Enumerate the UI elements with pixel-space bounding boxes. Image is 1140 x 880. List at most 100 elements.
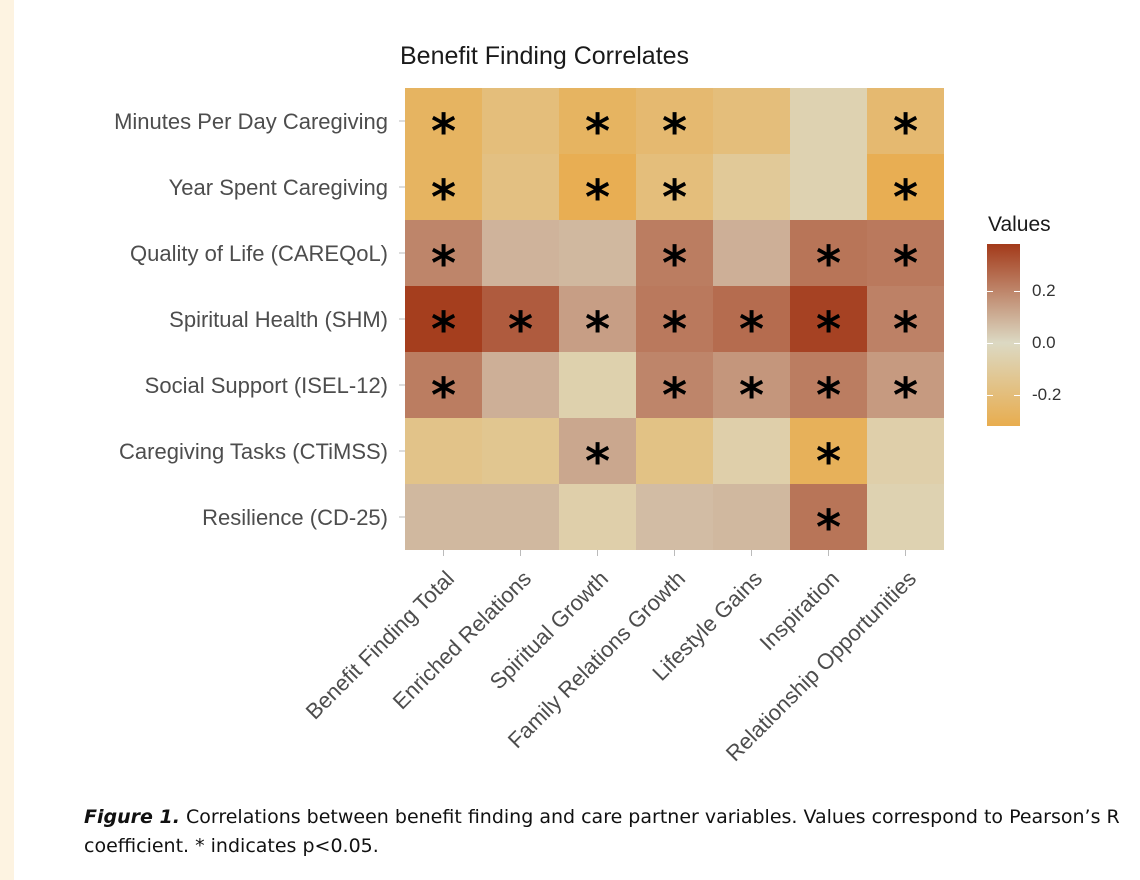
significance-star: * — [893, 104, 918, 160]
heatmap-cell — [790, 154, 867, 220]
significance-star: * — [585, 170, 610, 226]
heatmap-cell — [559, 154, 636, 220]
heatmap-cell — [713, 286, 790, 352]
row-label: Resilience (CD-25) — [202, 505, 388, 530]
heatmap-cell — [636, 286, 713, 352]
significance-star: * — [893, 236, 918, 292]
legend-tick-mark — [1014, 394, 1020, 396]
heatmap-cell — [559, 220, 636, 286]
significance-star: * — [662, 170, 687, 226]
legend-tick-label: 0.0 — [1032, 332, 1056, 352]
legend-tick-mark — [987, 290, 993, 292]
significance-star: * — [816, 500, 841, 556]
significance-star: * — [816, 434, 841, 490]
heatmap-cell — [636, 88, 713, 154]
row-label: Year Spent Caregiving — [169, 175, 388, 200]
heatmap-cell — [405, 88, 482, 154]
heatmap-cell — [482, 286, 559, 352]
heatmap-cell — [867, 88, 944, 154]
heatmap-cell — [867, 220, 944, 286]
significance-star: * — [585, 104, 610, 160]
significance-star: * — [662, 368, 687, 424]
heatmap-cell — [559, 484, 636, 550]
heatmap-cell — [713, 484, 790, 550]
heatmap-cell — [713, 220, 790, 286]
legend-tick-mark — [987, 394, 993, 396]
legend-tick-label: -0.2 — [1032, 384, 1062, 404]
heatmap-cell — [867, 484, 944, 550]
significance-star: * — [431, 170, 456, 226]
heatmap-cell — [559, 88, 636, 154]
heatmap-cell — [713, 88, 790, 154]
heatmap-cell — [713, 352, 790, 418]
heatmap-cell — [636, 484, 713, 550]
heatmap-cell — [405, 484, 482, 550]
significance-star: * — [508, 302, 533, 358]
legend-tick-mark — [1014, 342, 1020, 344]
heatmap-cell — [636, 220, 713, 286]
row-label: Quality of Life (CAREQoL) — [130, 241, 388, 266]
legend-tick-mark — [1014, 290, 1020, 292]
significance-star: * — [893, 368, 918, 424]
significance-star: * — [816, 236, 841, 292]
heatmap-cell — [790, 484, 867, 550]
left-margin-strip — [0, 0, 14, 880]
heatmap-cell — [482, 484, 559, 550]
heatmap-cell — [713, 154, 790, 220]
figure-caption: Figure 1. Correlations between benefit f… — [84, 803, 1124, 861]
row-label: Minutes Per Day Caregiving — [114, 109, 388, 134]
significance-star: * — [431, 104, 456, 160]
significance-markers: * * * * * * * * * * * * * * * * * * * * * * * * * * * — [431, 104, 918, 556]
significance-star: * — [739, 302, 764, 358]
heatmap-cell — [482, 352, 559, 418]
chart-title: Benefit Finding Correlates — [400, 42, 690, 70]
heatmap-cell — [559, 352, 636, 418]
legend-title: Values — [988, 213, 1051, 236]
heatmap-cell — [867, 352, 944, 418]
significance-star: * — [816, 302, 841, 358]
heatmap-cell — [636, 418, 713, 484]
heatmap-cell — [405, 154, 482, 220]
heatmap-cell — [867, 286, 944, 352]
heatmap-cell — [405, 286, 482, 352]
significance-star: * — [739, 368, 764, 424]
row-label: Caregiving Tasks (CTiMSS) — [119, 439, 388, 464]
heatmap-cell — [867, 154, 944, 220]
heatmap-cell — [405, 418, 482, 484]
heatmap-cell — [636, 154, 713, 220]
significance-star: * — [893, 302, 918, 358]
column-label: Enriched Relations — [388, 566, 536, 714]
significance-star: * — [431, 302, 456, 358]
heatmap-cell — [559, 286, 636, 352]
heatmap-cell — [405, 352, 482, 418]
heatmap-chart: * * * * * * * * * * * * * * * * * * * * * * * * * * * Minutes Per … — [114, 88, 944, 766]
heatmap-cell — [482, 418, 559, 484]
legend-color-bar — [987, 244, 1020, 426]
row-labels: Minutes Per Day Caregiving Year Spent Car… — [114, 109, 405, 530]
significance-star: * — [662, 104, 687, 160]
significance-star: * — [893, 170, 918, 226]
heatmap-cell — [867, 418, 944, 484]
heatmap-cell — [790, 286, 867, 352]
significance-star: * — [662, 236, 687, 292]
row-label: Social Support (ISEL-12) — [145, 373, 388, 398]
column-label: Benefit Finding Total — [301, 566, 459, 724]
heatmap-cell — [559, 418, 636, 484]
significance-star: * — [816, 368, 841, 424]
significance-star: * — [662, 302, 687, 358]
caption-label: Figure 1. — [84, 806, 180, 828]
heatmap-cells — [405, 88, 944, 550]
legend-tick-label: 0.2 — [1032, 280, 1056, 300]
heatmap-cell — [790, 88, 867, 154]
caption-text: Correlations between benefit finding and… — [84, 806, 1120, 857]
significance-star: * — [431, 236, 456, 292]
significance-star: * — [585, 434, 610, 490]
legend-tick-mark — [987, 342, 993, 344]
heatmap-cell — [790, 220, 867, 286]
heatmap-cell — [790, 352, 867, 418]
heatmap-cell — [713, 418, 790, 484]
heatmap-cell — [482, 154, 559, 220]
heatmap-cell — [482, 220, 559, 286]
heatmap-cell — [636, 352, 713, 418]
